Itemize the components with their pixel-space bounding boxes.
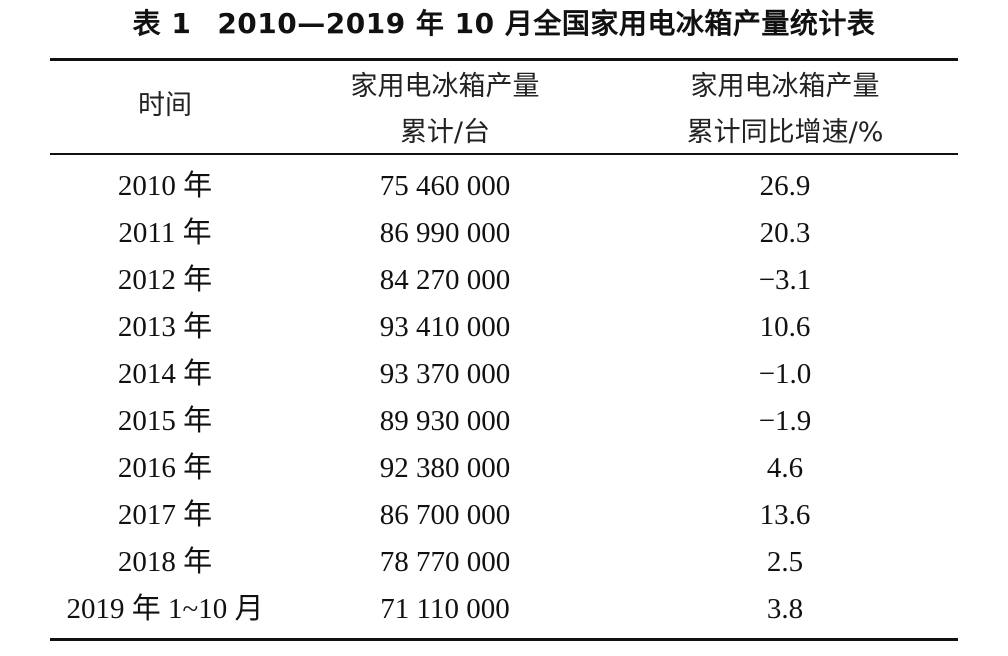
header-production: 家用电冰箱产量 累计/台 (300, 64, 590, 156)
table-top-rule (50, 58, 958, 61)
table-header-rule (50, 153, 958, 155)
cell-time: 2016 年 (117, 452, 213, 484)
cell-growth: 2.5 (766, 546, 804, 578)
cell-time: 2019 年 1~10 月 (66, 593, 264, 625)
cell-growth: −3.1 (758, 264, 812, 296)
cell-growth: 13.6 (759, 499, 811, 531)
table-row: 2016 年 92 380 000 4.6 (0, 445, 1008, 492)
cell-production: 93 370 000 (379, 358, 511, 390)
table-row: 2010 年 75 460 000 26.9 (0, 163, 1008, 210)
header-time-label: 时间 (138, 90, 192, 121)
table-body: 2010 年 75 460 000 26.9 2011 年 86 990 000… (0, 163, 1008, 633)
cell-time: 2015 年 (117, 405, 213, 437)
table-row: 2019 年 1~10 月 71 110 000 3.8 (0, 586, 1008, 633)
cell-growth: −1.0 (758, 358, 812, 390)
cell-production: 93 410 000 (379, 311, 511, 343)
cell-production: 78 770 000 (379, 546, 511, 578)
cell-production: 92 380 000 (379, 452, 511, 484)
cell-time: 2012 年 (117, 264, 213, 296)
cell-time: 2010 年 (117, 170, 213, 202)
cell-growth: 20.3 (759, 217, 811, 249)
cell-time: 2013 年 (117, 311, 213, 343)
table-row: 2014 年 93 370 000 −1.0 (0, 351, 1008, 398)
cell-production: 71 110 000 (380, 593, 510, 625)
cell-growth: −1.9 (758, 405, 812, 437)
cell-growth: 4.6 (766, 452, 804, 484)
cell-time: 2017 年 (117, 499, 213, 531)
table-row: 2012 年 84 270 000 −3.1 (0, 257, 1008, 304)
cell-time: 2011 年 (118, 217, 212, 249)
table-bottom-rule (50, 638, 958, 641)
cell-growth: 3.8 (766, 593, 804, 625)
table-row: 2015 年 89 930 000 −1.9 (0, 398, 1008, 445)
table-caption-title: 2010—2019 年 10 月全国家用电冰箱产量统计表 (217, 7, 876, 40)
cell-time: 2014 年 (117, 358, 213, 390)
header-production-line2: 累计/台 (399, 117, 491, 148)
header-growth: 家用电冰箱产量 累计同比增速/% (640, 64, 930, 156)
table-caption-label: 表 1 (132, 7, 192, 40)
cell-production: 75 460 000 (379, 170, 511, 202)
cell-production: 84 270 000 (379, 264, 511, 296)
header-time: 时间 (50, 88, 280, 124)
table-row: 2017 年 86 700 000 13.6 (0, 492, 1008, 539)
cell-production: 86 700 000 (379, 499, 511, 531)
table-row: 2011 年 86 990 000 20.3 (0, 210, 1008, 257)
header-growth-line2: 累计同比增速/% (686, 117, 884, 148)
cell-production: 89 930 000 (379, 405, 511, 437)
cell-growth: 10.6 (759, 311, 811, 343)
header-growth-line1: 家用电冰箱产量 (690, 71, 880, 102)
table-row: 2018 年 78 770 000 2.5 (0, 539, 1008, 586)
header-production-line1: 家用电冰箱产量 (350, 71, 540, 102)
table-caption: 表 1 2010—2019 年 10 月全国家用电冰箱产量统计表 (0, 4, 1008, 44)
cell-production: 86 990 000 (379, 217, 511, 249)
cell-time: 2018 年 (117, 546, 213, 578)
cell-growth: 26.9 (759, 170, 811, 202)
table-row: 2013 年 93 410 000 10.6 (0, 304, 1008, 351)
